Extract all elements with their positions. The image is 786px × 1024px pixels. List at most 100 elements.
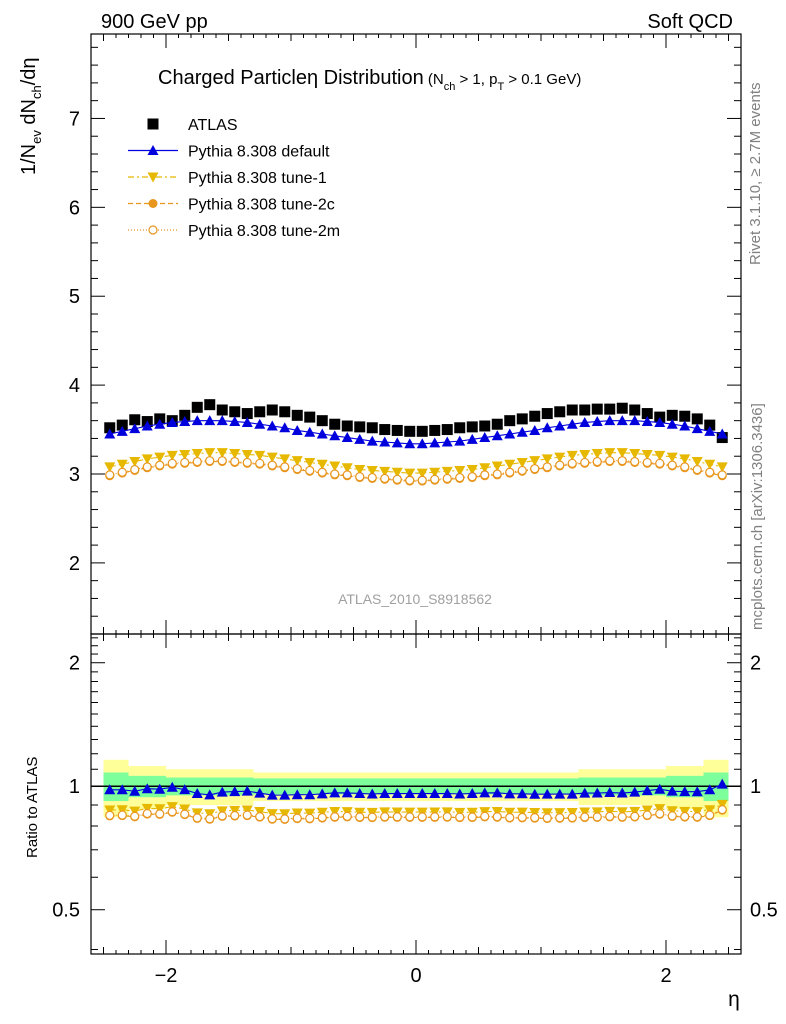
data-point: [366, 435, 378, 446]
ratio-point: [655, 809, 665, 819]
legend-label: Pythia 8.308 tune-2m: [188, 223, 340, 240]
ratio-point: [341, 787, 353, 798]
legend-entry: Pythia 8.308 tune-2c: [128, 197, 335, 214]
ratio-point: [492, 812, 502, 822]
data-point: [379, 466, 391, 477]
data-point: [191, 449, 203, 460]
ratio-point: [717, 805, 727, 815]
ratio-point: [541, 788, 553, 799]
data-point: [392, 474, 402, 484]
ratio-point: [679, 786, 691, 797]
x-axis-label: η: [728, 988, 740, 1011]
ratio-point: [167, 807, 177, 817]
data-point: [541, 422, 553, 433]
ratio-point: [541, 808, 553, 819]
data-point: [292, 464, 302, 474]
data-point: [104, 462, 116, 473]
ratio-point: [105, 810, 115, 820]
data-point: [480, 470, 490, 480]
ratio-point: [566, 788, 578, 799]
ratio-y-tick-label-right: 1: [750, 776, 761, 798]
ratio-point: [504, 788, 516, 799]
data-point: [641, 408, 653, 420]
data-point: [279, 406, 291, 418]
ratio-point: [242, 810, 252, 820]
y-tick-label: 2: [69, 553, 80, 575]
data-point: [241, 449, 253, 460]
data-point: [291, 424, 303, 435]
ratio-point: [542, 813, 552, 823]
data-point: [680, 462, 690, 472]
ratio-point: [291, 789, 303, 800]
data-point: [655, 458, 665, 468]
data-point: [317, 467, 327, 477]
ratio-point: [441, 788, 453, 799]
data-point: [504, 459, 516, 470]
ratio-point: [279, 789, 291, 800]
data-point: [641, 449, 653, 460]
data-point: [166, 416, 178, 427]
data-point: [304, 411, 316, 423]
data-point: [130, 464, 140, 475]
data-point: [641, 416, 653, 427]
header-category: Soft QCD: [647, 11, 733, 33]
ratio-point: [517, 812, 527, 822]
ratio-point: [304, 808, 316, 819]
data-point: [629, 415, 641, 426]
data-point: [367, 472, 377, 483]
ratio-point: [141, 783, 153, 794]
data-point: [416, 438, 428, 449]
ratio-point: [329, 806, 341, 817]
data-point: [466, 421, 478, 433]
ratio-point: [317, 812, 327, 823]
data-point: [141, 454, 153, 465]
data-point: [417, 475, 427, 485]
ratio-point: [505, 812, 515, 823]
data-point: [379, 436, 391, 447]
ratio-point: [380, 812, 390, 822]
data-point: [216, 415, 228, 426]
data-point: [330, 469, 340, 479]
data-point: [204, 448, 216, 459]
data-point: [592, 456, 602, 467]
data-point: [605, 456, 615, 466]
data-point: [716, 428, 728, 439]
data-point: [430, 474, 440, 484]
legend-entry: Pythia 8.308 tune-2m: [128, 223, 340, 240]
ratio-point: [117, 810, 127, 820]
data-point: [517, 465, 527, 476]
data-point: [429, 437, 441, 448]
data-point: [529, 424, 541, 435]
chart-title: Charged Particleη Distribution (Nch > 1,…: [158, 67, 581, 93]
ratio-point: [504, 807, 516, 818]
legend-entry: Pythia 8.308 tune-1: [128, 170, 327, 187]
data-point: [654, 416, 666, 427]
data-point: [104, 422, 116, 434]
data-point: [591, 403, 603, 415]
data-point: [341, 420, 353, 432]
data-point: [267, 460, 277, 470]
ratio-point: [192, 813, 202, 823]
data-point: [505, 467, 515, 477]
data-point: [604, 448, 616, 459]
legend-label: ATLAS: [188, 117, 238, 134]
ratio-point: [342, 811, 352, 821]
data-point: [142, 462, 152, 472]
ratio-point: [204, 789, 216, 800]
legend: ATLAS Pythia 8.308 default Pythia 8.308 tu…: [128, 117, 340, 240]
data-point: [555, 460, 565, 470]
data-point: [630, 456, 640, 467]
data-point: [180, 457, 190, 468]
data-point: [266, 420, 278, 431]
data-point: [579, 449, 591, 460]
data-point: [566, 404, 578, 416]
data-point: [117, 467, 127, 477]
data-point: [416, 425, 428, 437]
data-point: [504, 415, 516, 427]
ratio-point: [654, 783, 666, 794]
ratio-point: [442, 812, 452, 822]
data-point: [454, 435, 466, 446]
data-point: [666, 409, 678, 421]
data-point: [242, 457, 252, 468]
data-point: [454, 422, 466, 434]
